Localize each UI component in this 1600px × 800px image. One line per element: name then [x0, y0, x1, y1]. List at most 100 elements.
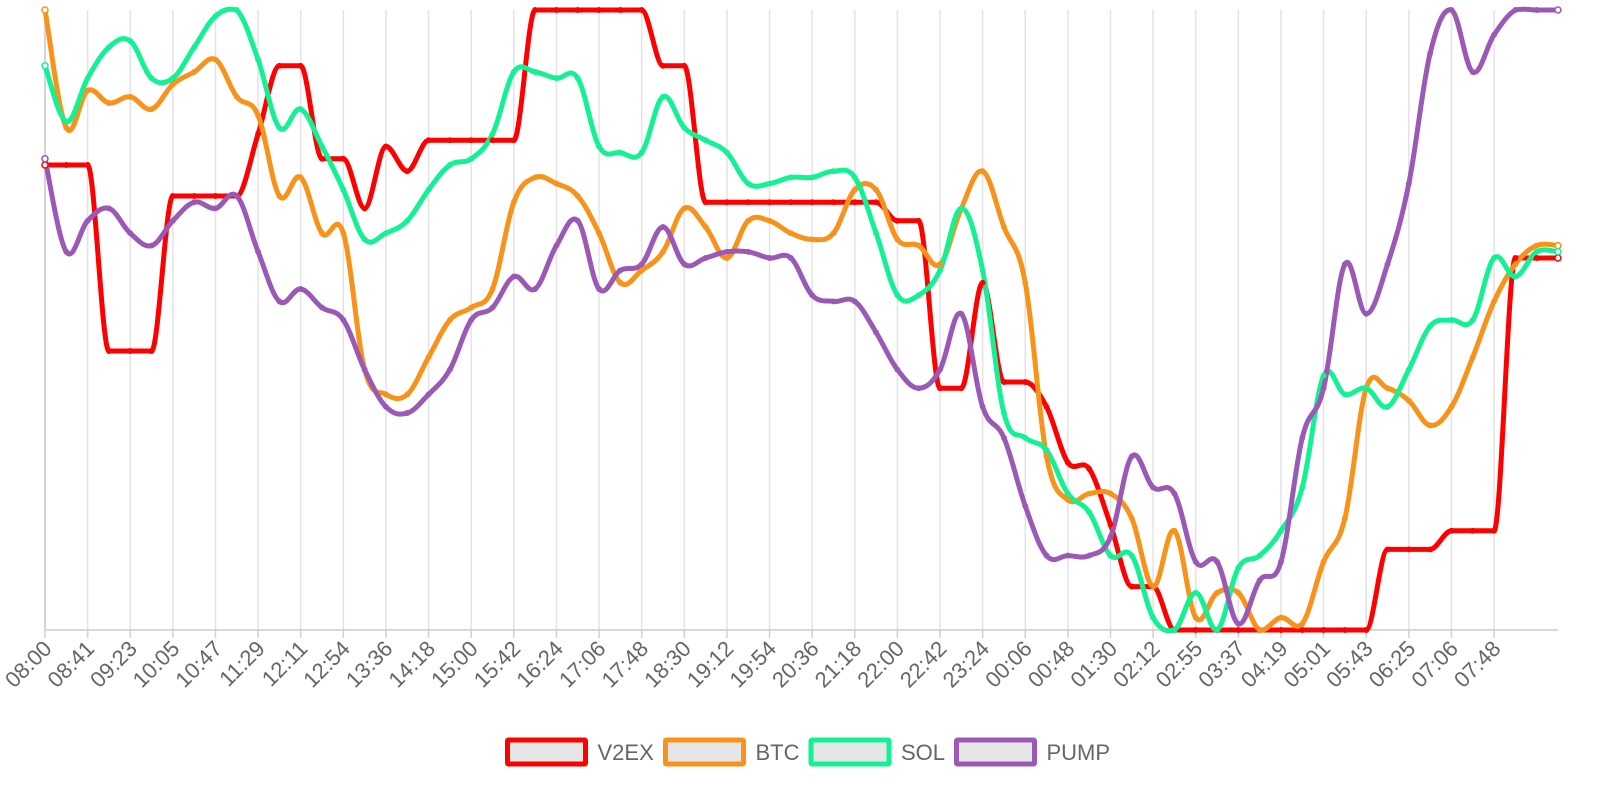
legend-item-pump[interactable]: PUMP: [954, 737, 1111, 767]
data-point-pump[interactable]: [617, 267, 624, 274]
data-point-btc[interactable]: [1427, 422, 1434, 429]
data-point-pump[interactable]: [723, 248, 730, 255]
data-point-pump[interactable]: [1043, 552, 1050, 559]
data-point-btc[interactable]: [766, 217, 773, 224]
data-point-btc[interactable]: [1554, 241, 1562, 250]
data-point-btc[interactable]: [1384, 385, 1391, 392]
data-point-sol[interactable]: [1235, 565, 1242, 571]
data-point-v2ex[interactable]: [1533, 255, 1540, 261]
data-point-v2ex[interactable]: [105, 348, 112, 354]
data-point-pump[interactable]: [1214, 558, 1220, 565]
data-point-pump[interactable]: [404, 410, 411, 416]
data-point-v2ex[interactable]: [425, 137, 432, 144]
data-point-btc[interactable]: [873, 186, 880, 193]
data-point-pump[interactable]: [425, 391, 432, 398]
data-point-sol[interactable]: [681, 124, 688, 131]
data-point-sol[interactable]: [723, 149, 730, 156]
data-point-pump[interactable]: [1512, 7, 1519, 13]
data-point-pump[interactable]: [84, 217, 91, 224]
data-point-btc[interactable]: [1064, 496, 1071, 503]
data-point-sol[interactable]: [212, 13, 219, 20]
data-point-sol[interactable]: [979, 267, 986, 274]
data-point-pump[interactable]: [979, 403, 986, 410]
data-point-pump[interactable]: [1022, 503, 1029, 509]
data-point-sol[interactable]: [1022, 434, 1029, 441]
data-point-sol[interactable]: [1512, 273, 1519, 280]
data-point-btc[interactable]: [127, 93, 134, 100]
data-point-pump[interactable]: [105, 205, 112, 212]
data-point-v2ex[interactable]: [212, 193, 219, 199]
data-point-btc[interactable]: [1107, 490, 1114, 497]
data-point-pump[interactable]: [1491, 31, 1498, 38]
data-point-v2ex[interactable]: [1064, 459, 1071, 466]
data-point-btc[interactable]: [105, 100, 112, 106]
data-point-sol[interactable]: [446, 162, 453, 168]
data-point-v2ex[interactable]: [681, 62, 688, 69]
data-point-sol[interactable]: [105, 44, 112, 51]
data-point-pump[interactable]: [873, 329, 880, 336]
data-point-pump[interactable]: [446, 366, 453, 373]
data-point-btc[interactable]: [1448, 403, 1455, 410]
data-point-v2ex[interactable]: [1000, 379, 1007, 385]
data-point-v2ex[interactable]: [276, 62, 283, 69]
data-point-v2ex[interactable]: [638, 7, 645, 13]
data-point-pump[interactable]: [1427, 50, 1434, 57]
data-point-v2ex[interactable]: [446, 137, 453, 144]
data-point-sol[interactable]: [255, 56, 262, 63]
data-point-pump[interactable]: [702, 255, 709, 261]
data-point-pump[interactable]: [1320, 385, 1327, 392]
data-point-btc[interactable]: [425, 354, 432, 361]
data-point-sol[interactable]: [1554, 248, 1562, 256]
data-point-btc[interactable]: [468, 304, 475, 311]
data-point-v2ex[interactable]: [787, 199, 794, 206]
data-point-sol[interactable]: [489, 131, 496, 137]
data-point-pump[interactable]: [1469, 69, 1476, 75]
data-point-pump[interactable]: [319, 304, 325, 311]
data-point-v2ex[interactable]: [1512, 255, 1519, 261]
data-point-sol[interactable]: [510, 69, 517, 75]
data-point-btc[interactable]: [979, 168, 986, 175]
data-point-pump[interactable]: [148, 242, 155, 249]
data-point-v2ex[interactable]: [84, 162, 91, 168]
data-point-v2ex[interactable]: [1384, 546, 1391, 553]
data-point-btc[interactable]: [1405, 397, 1412, 404]
data-point-sol[interactable]: [297, 106, 304, 113]
data-point-v2ex[interactable]: [63, 162, 70, 168]
data-point-pump[interactable]: [510, 273, 517, 280]
data-point-sol[interactable]: [1341, 391, 1348, 398]
data-point-pump[interactable]: [745, 248, 752, 255]
data-point-v2ex[interactable]: [851, 199, 858, 206]
data-point-pump[interactable]: [937, 366, 943, 373]
data-point-btc[interactable]: [233, 93, 240, 100]
data-point-v2ex[interactable]: [148, 348, 155, 354]
data-point-v2ex[interactable]: [383, 143, 389, 150]
data-point-btc[interactable]: [596, 230, 603, 237]
data-point-pump[interactable]: [553, 242, 560, 249]
data-point-v2ex[interactable]: [1022, 379, 1029, 385]
data-point-btc[interactable]: [723, 255, 730, 261]
data-point-pump[interactable]: [532, 286, 539, 292]
data-point-sol[interactable]: [1192, 589, 1199, 596]
data-point-btc[interactable]: [1299, 620, 1306, 627]
data-point-pump[interactable]: [489, 304, 496, 311]
data-point-sol[interactable]: [84, 75, 91, 82]
data-point-v2ex[interactable]: [830, 199, 837, 206]
data-point-btc[interactable]: [212, 56, 219, 63]
data-point-btc[interactable]: [191, 69, 198, 75]
data-point-sol[interactable]: [233, 7, 240, 13]
data-point-pump[interactable]: [233, 193, 240, 199]
data-point-v2ex[interactable]: [1554, 254, 1562, 262]
data-point-btc[interactable]: [489, 286, 496, 292]
data-point-v2ex[interactable]: [319, 155, 325, 162]
data-point-sol[interactable]: [404, 217, 411, 224]
data-point-btc[interactable]: [510, 199, 517, 206]
data-point-sol[interactable]: [894, 292, 901, 299]
data-point-sol[interactable]: [1128, 552, 1135, 559]
data-point-btc[interactable]: [745, 217, 752, 224]
data-point-v2ex[interactable]: [1278, 627, 1284, 633]
data-point-sol[interactable]: [532, 69, 539, 75]
data-point-sol[interactable]: [1491, 255, 1498, 261]
data-point-pump[interactable]: [1278, 558, 1284, 565]
data-point-pump[interactable]: [1107, 534, 1114, 540]
data-point-v2ex[interactable]: [766, 199, 773, 206]
